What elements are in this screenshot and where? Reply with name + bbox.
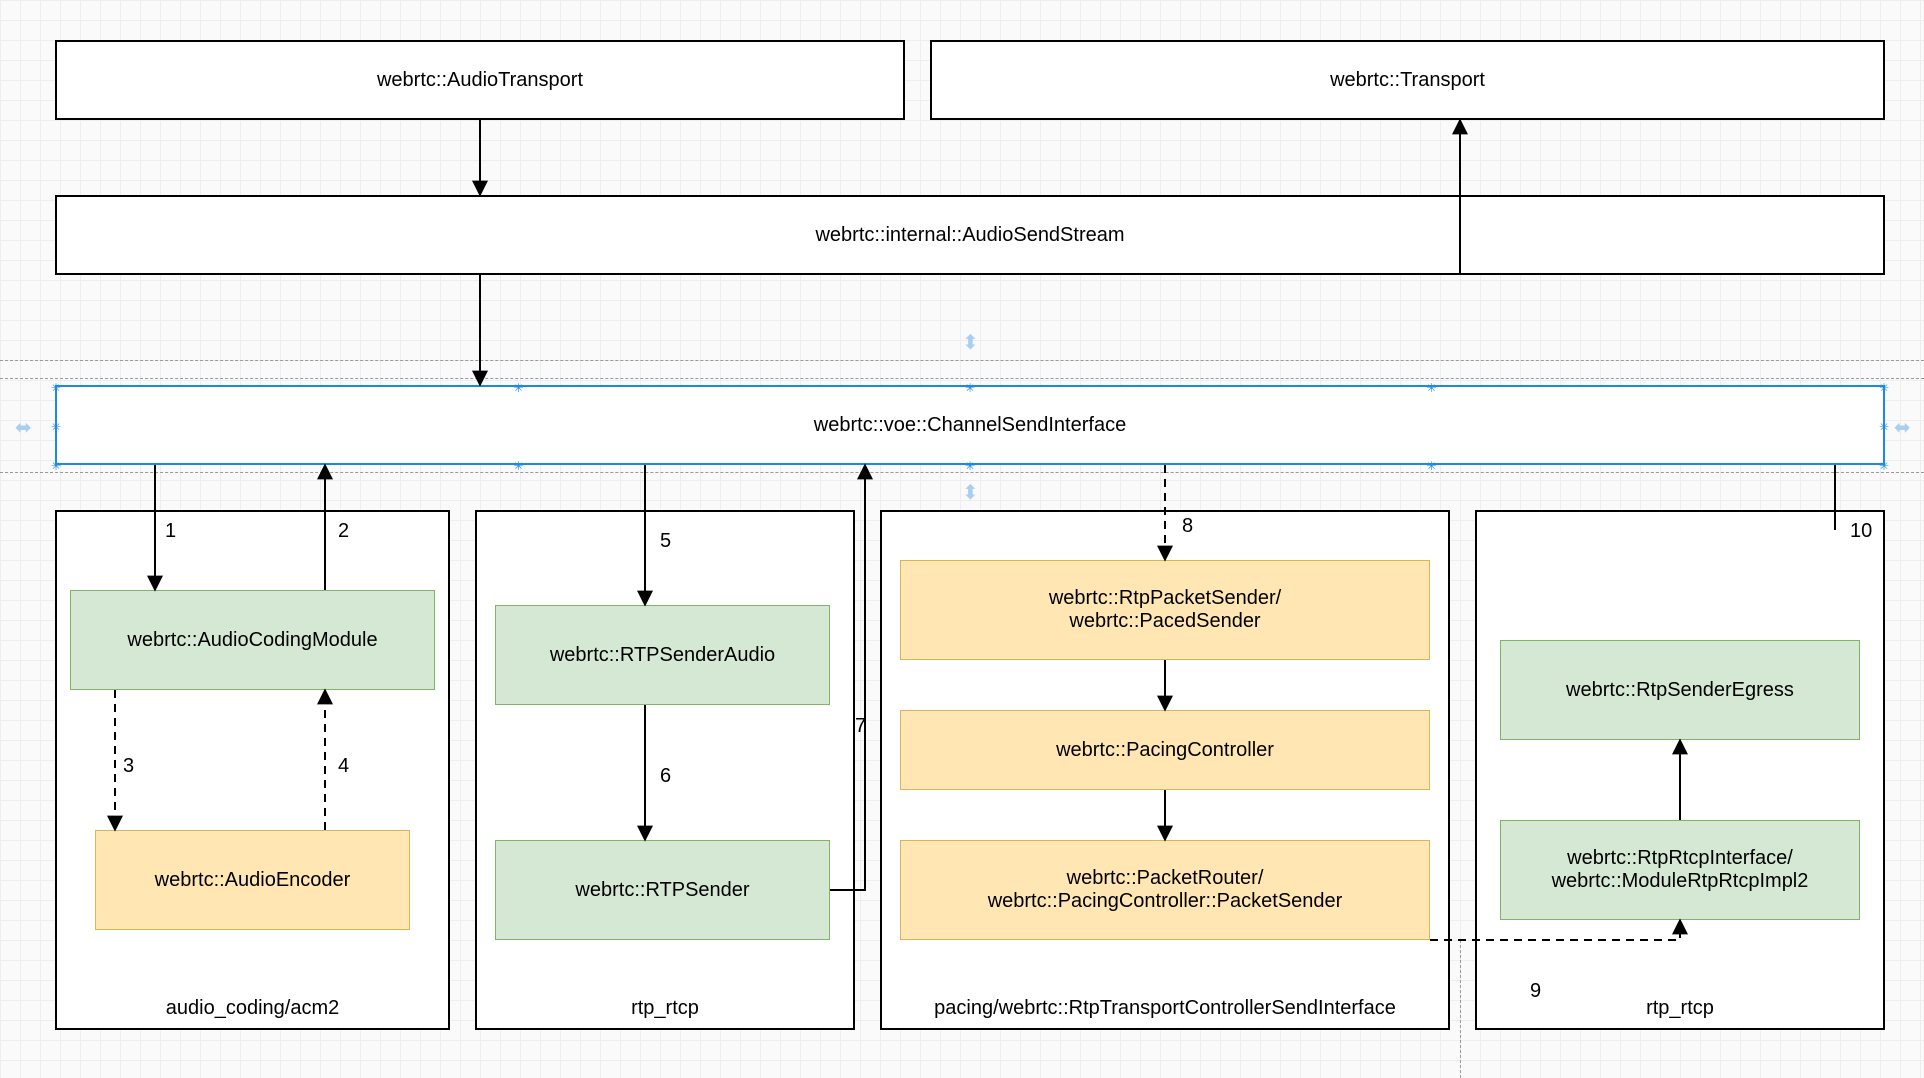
box-channel-send-interface[interactable]: webrtc::voe::ChannelSendInterface ✳ ✳ ✳ … — [55, 385, 1885, 465]
box-rtp-packet-sender[interactable]: webrtc::RtpPacketSender/ webrtc::PacedSe… — [900, 560, 1430, 660]
container-rtp2[interactable]: rtp_rtcp — [1475, 510, 1885, 1030]
box-label: webrtc::RtpRtcpInterface/ webrtc::Module… — [1552, 847, 1809, 893]
box-label: webrtc::AudioEncoder — [155, 869, 351, 892]
box-transport[interactable]: webrtc::Transport — [930, 40, 1885, 120]
resize-arrow-top[interactable]: ⬍ — [962, 330, 979, 355]
sel-handle-w[interactable]: ✳ — [51, 420, 61, 430]
box-audio-transport[interactable]: webrtc::AudioTransport — [55, 40, 905, 120]
resize-arrow-bottom[interactable]: ⬍ — [962, 480, 979, 505]
box-packet-router[interactable]: webrtc::PacketRouter/ webrtc::PacingCont… — [900, 840, 1430, 940]
box-rtp-sender-egress[interactable]: webrtc::RtpSenderEgress — [1500, 640, 1860, 740]
container-label: audio_coding/acm2 — [57, 997, 448, 1020]
edge-label-3: 3 — [123, 755, 134, 778]
sel-handle-extra2[interactable]: ✳ — [1427, 381, 1437, 391]
edge-label-2: 2 — [338, 520, 349, 543]
box-label: webrtc::internal::AudioSendStream — [815, 224, 1124, 247]
box-pacing-controller[interactable]: webrtc::PacingController — [900, 710, 1430, 790]
edge-label-8: 8 — [1182, 515, 1193, 538]
box-rtp-sender-audio[interactable]: webrtc::RTPSenderAudio — [495, 605, 830, 705]
box-label: webrtc::RtpPacketSender/ webrtc::PacedSe… — [1049, 587, 1281, 633]
resize-arrow-right[interactable]: ⬌ — [1894, 415, 1911, 440]
sel-handle-sw[interactable]: ✳ — [51, 459, 61, 469]
guide-h2 — [0, 378, 1924, 379]
edge-label-5: 5 — [660, 530, 671, 553]
edge-label-4: 4 — [338, 755, 349, 778]
box-label: webrtc::AudioCodingModule — [127, 629, 377, 652]
box-label: webrtc::AudioTransport — [377, 69, 583, 92]
box-label: webrtc::RTPSender — [575, 879, 749, 902]
edge-label-9: 9 — [1530, 980, 1541, 1003]
diagram-canvas: ⬍ ⬍ ⬌ ⬌ webrtc::AudioTransport webrtc::T… — [0, 0, 1924, 1078]
sel-handle-ne[interactable]: ✳ — [1879, 381, 1889, 391]
edge-label-7: 7 — [855, 715, 866, 738]
box-rtp-sender[interactable]: webrtc::RTPSender — [495, 840, 830, 940]
guide-h3 — [0, 472, 1924, 473]
box-rtp-rtcp-interface[interactable]: webrtc::RtpRtcpInterface/ webrtc::Module… — [1500, 820, 1860, 920]
box-label: webrtc::PacketRouter/ webrtc::PacingCont… — [988, 867, 1343, 913]
box-label: webrtc::voe::ChannelSendInterface — [814, 414, 1126, 437]
box-audio-coding-module[interactable]: webrtc::AudioCodingModule — [70, 590, 435, 690]
sel-handle-nw[interactable]: ✳ — [51, 381, 61, 391]
box-label: webrtc::RtpSenderEgress — [1566, 679, 1794, 702]
sel-handle-s[interactable]: ✳ — [965, 459, 975, 469]
sel-handle-extra3[interactable]: ✳ — [514, 459, 524, 469]
guide-v1 — [1460, 940, 1461, 1078]
container-label: rtp_rtcp — [477, 997, 853, 1020]
sel-handle-se[interactable]: ✳ — [1879, 459, 1889, 469]
box-audio-encoder[interactable]: webrtc::AudioEncoder — [95, 830, 410, 930]
box-audio-send-stream[interactable]: webrtc::internal::AudioSendStream — [55, 195, 1885, 275]
box-label: webrtc::PacingController — [1056, 739, 1274, 762]
box-label: webrtc::RTPSenderAudio — [550, 644, 775, 667]
box-label: webrtc::Transport — [1330, 69, 1485, 92]
edge-label-6: 6 — [660, 765, 671, 788]
sel-handle-extra4[interactable]: ✳ — [1427, 459, 1437, 469]
guide-h1 — [0, 360, 1924, 361]
resize-arrow-left[interactable]: ⬌ — [15, 415, 32, 440]
edge-label-10: 10 — [1850, 520, 1872, 543]
sel-handle-extra1[interactable]: ✳ — [514, 381, 524, 391]
container-acm[interactable]: audio_coding/acm2 — [55, 510, 450, 1030]
edge-label-1: 1 — [165, 520, 176, 543]
container-label: pacing/webrtc::RtpTransportControllerSen… — [882, 997, 1448, 1020]
sel-handle-e[interactable]: ✳ — [1879, 420, 1889, 430]
sel-handle-n[interactable]: ✳ — [965, 381, 975, 391]
